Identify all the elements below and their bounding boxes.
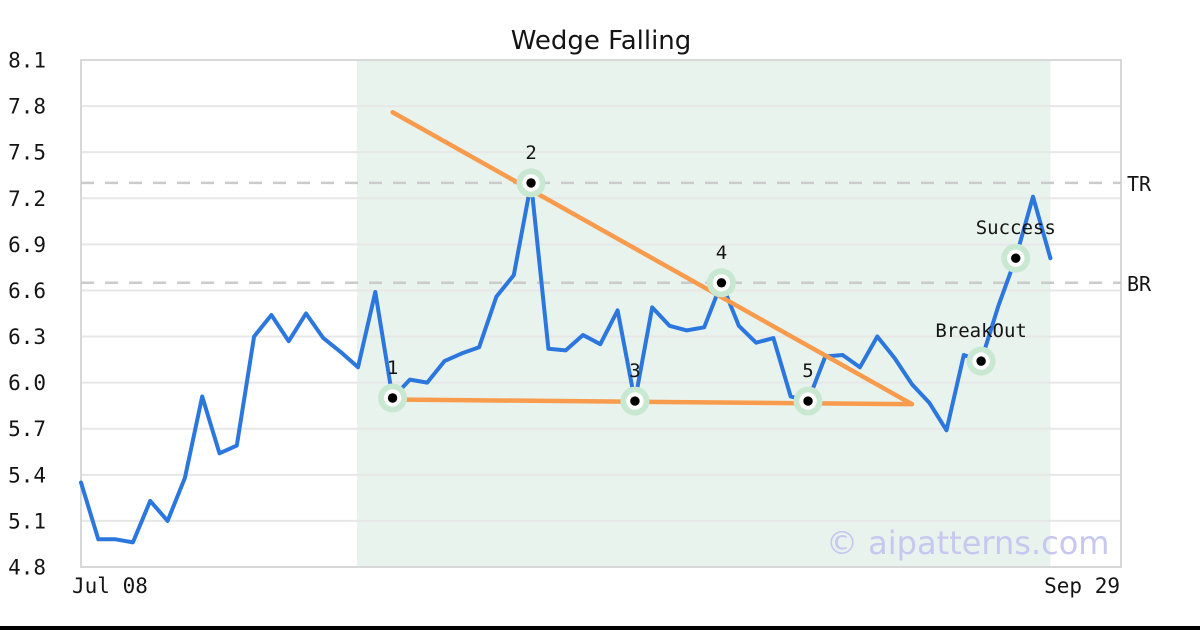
y-tick-label: 8.1 [8,49,46,73]
level-label-tr: TR [1127,172,1152,196]
y-tick-label: 6.9 [8,233,46,257]
y-tick-label: 7.5 [8,141,46,165]
marker-dot [976,356,986,366]
marker-dot [803,396,813,406]
marker-dot [1011,253,1021,263]
trendline-lower [390,397,915,407]
watermark: © aipatterns.com [826,524,1110,562]
chart-title: Wedge Falling [510,26,692,56]
y-tick-label: 5.7 [8,417,46,441]
y-tick-label: 6.0 [8,371,46,395]
level-label-br: BR [1127,272,1152,296]
point-label-3: 3 [629,360,640,382]
point-label-2: 2 [525,142,536,164]
y-tick-label: 7.2 [8,187,46,211]
trendline-upper [390,109,915,407]
y-tick-label: 4.8 [8,556,46,580]
y-tick-label: 5.4 [8,463,46,487]
point-label-4: 4 [716,242,727,264]
y-tick-label: 5.1 [8,509,46,533]
y-tick-label: 7.8 [8,95,46,119]
point-label-5: 5 [802,360,813,382]
marker-dot [630,396,640,406]
bottom-border-bar [0,626,1200,630]
marker-dot [526,178,536,188]
point-label-1: 1 [387,357,398,379]
x-tick-label-end: Sep 29 [1044,574,1120,598]
point-label-breakout: BreakOut [935,320,1027,342]
plot-border [80,59,1122,568]
x-tick-label-start: Jul 08 [72,574,148,598]
pattern-shaded-region [356,60,1051,567]
point-label-success: Success [976,217,1056,239]
marker-dot [387,393,398,403]
marker-dot [716,278,727,288]
price-line [79,180,1053,545]
y-tick-label: 6.3 [8,325,46,349]
y-tick-label: 6.6 [8,279,46,303]
